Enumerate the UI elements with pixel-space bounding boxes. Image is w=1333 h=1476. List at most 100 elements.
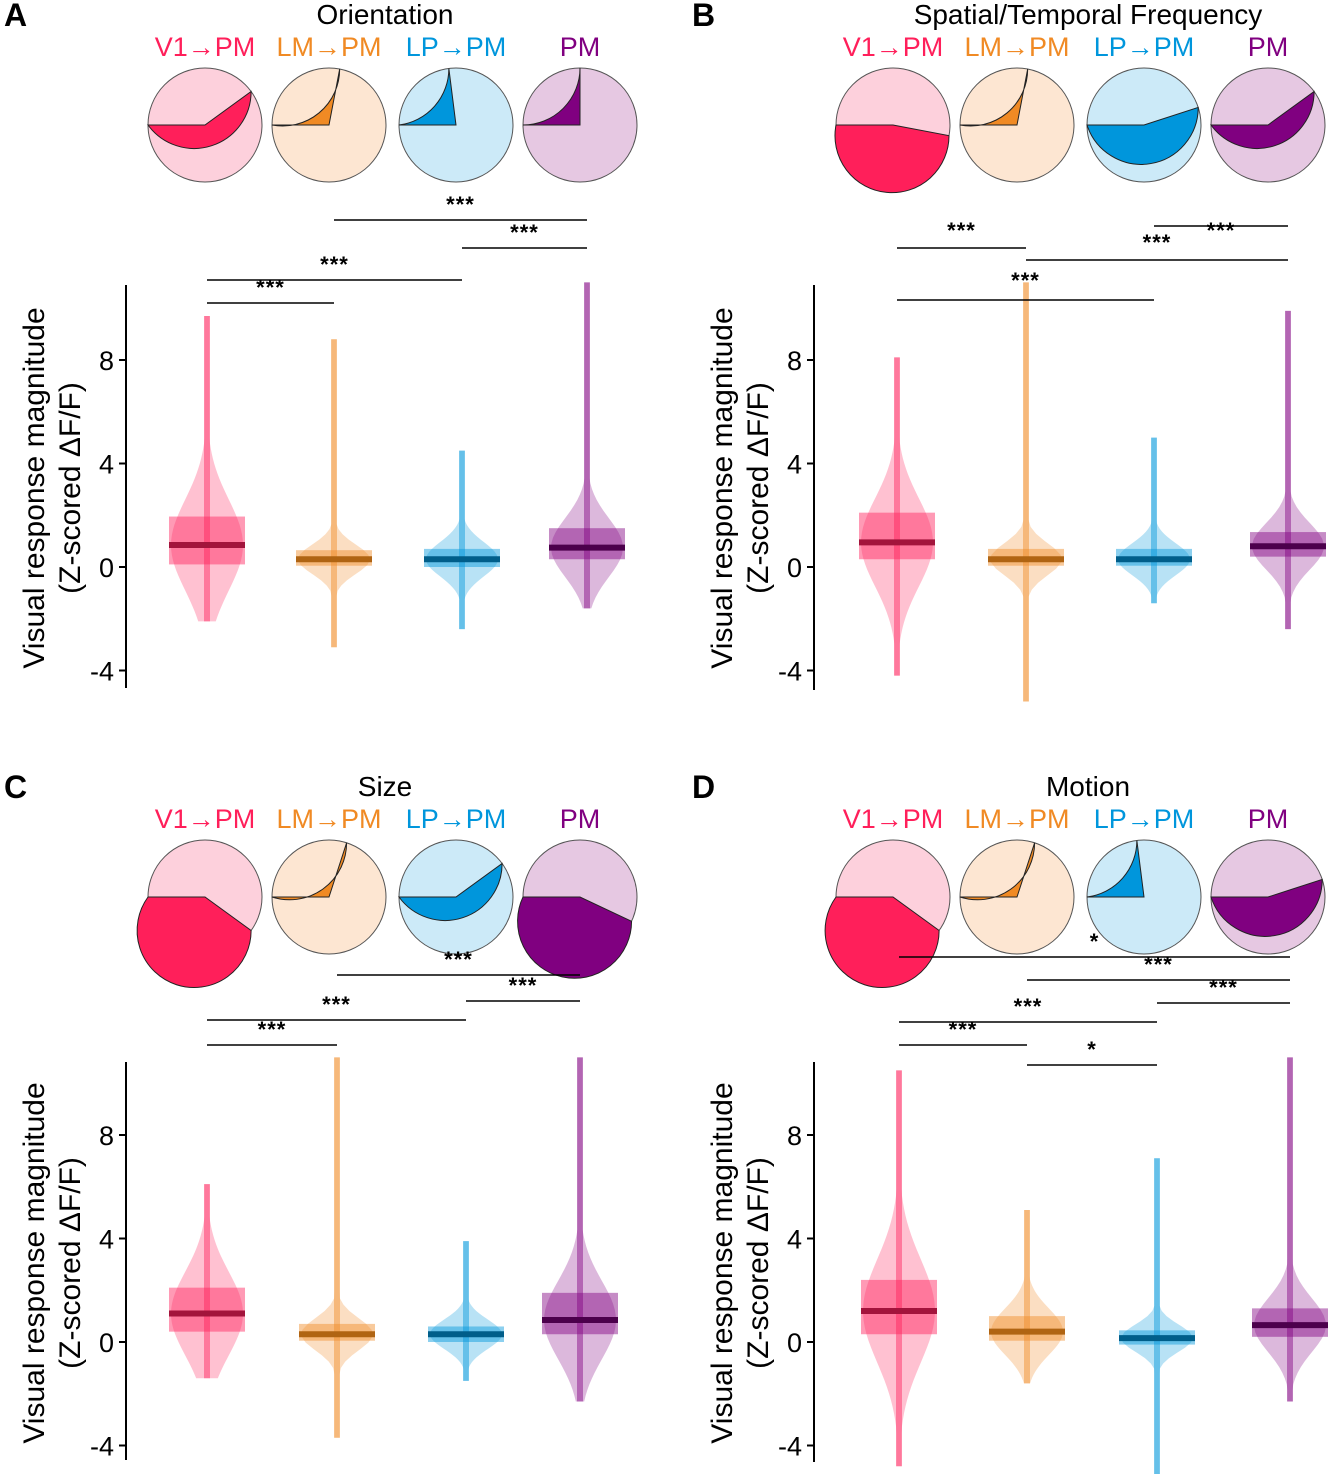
y-tick-label: 4 xyxy=(99,450,114,480)
pie-slice xyxy=(1210,878,1323,937)
group-label: LM→PM xyxy=(276,804,381,834)
significance-label: *** xyxy=(1144,952,1173,977)
group-label: V1→PM xyxy=(155,804,256,834)
group-label: PM xyxy=(560,804,601,834)
violin-body xyxy=(426,450,498,630)
group-label: V1→PM xyxy=(843,804,944,834)
violin-body xyxy=(863,1070,935,1467)
y-axis-label: Visual response magnitude xyxy=(18,1082,51,1443)
y-tick-label: -4 xyxy=(778,657,802,687)
pie-slice xyxy=(271,68,341,127)
panel-letter: C xyxy=(4,769,27,805)
significance-label: *** xyxy=(1143,230,1172,255)
y-axis-label-units: (Z-scored ΔF/F) xyxy=(54,382,87,594)
group-label: PM xyxy=(560,32,601,62)
y-axis-label-units: (Z-scored ΔF/F) xyxy=(54,1157,87,1369)
significance-label: *** xyxy=(509,973,538,998)
pie-slice xyxy=(517,896,633,979)
panel-c: C Size V1→PM LM→PM LP→PM PM 8 4 0 -4 Visual respon… xyxy=(4,769,638,1462)
panel-letter: A xyxy=(4,0,27,33)
panel-title: Orientation xyxy=(317,0,454,30)
pie-slice xyxy=(959,68,1029,127)
iqr-box xyxy=(169,1287,245,1332)
y-tick-label: 8 xyxy=(99,1121,114,1151)
violin-body xyxy=(298,339,370,648)
violin-body xyxy=(551,282,623,609)
violin-body xyxy=(301,1057,373,1438)
pie-slice xyxy=(136,896,252,988)
significance-label: *** xyxy=(947,218,976,243)
violin-body xyxy=(990,282,1062,702)
panel-title: Motion xyxy=(1046,771,1130,802)
y-tick-label: 8 xyxy=(99,346,114,376)
pie-slice xyxy=(398,68,457,126)
panel-a: A Orientation V1→PM LM→PM LP→PM PM 8 4 0 -4 Visual… xyxy=(4,0,638,688)
significance-label: *** xyxy=(320,252,349,277)
significance-label: *** xyxy=(322,992,351,1017)
y-tick-label: 4 xyxy=(787,450,802,480)
group-label: V1→PM xyxy=(843,32,944,62)
pie-slice xyxy=(959,842,1036,901)
group-label: LM→PM xyxy=(964,804,1069,834)
iqr-box xyxy=(989,1316,1065,1341)
group-label: LP→PM xyxy=(406,32,507,62)
y-axis-label: Visual response magnitude xyxy=(706,1082,739,1443)
panel-title: Size xyxy=(358,771,412,802)
violin-body xyxy=(544,1057,616,1402)
violin-body xyxy=(1121,1158,1193,1474)
group-label: LP→PM xyxy=(1094,32,1195,62)
group-label: LM→PM xyxy=(964,32,1069,62)
violin-body xyxy=(861,357,933,676)
significance-label: *** xyxy=(446,192,475,217)
group-label: PM xyxy=(1248,32,1289,62)
group-label: LP→PM xyxy=(406,804,507,834)
pie-slice xyxy=(1086,840,1145,898)
pie-slice xyxy=(1210,90,1315,149)
significance-label: *** xyxy=(256,275,285,300)
pie-slice xyxy=(147,90,252,149)
y-tick-label: 4 xyxy=(787,1225,802,1255)
significance-label: *** xyxy=(258,1017,287,1042)
panel-letter: D xyxy=(692,769,715,805)
iqr-box xyxy=(859,512,935,560)
violin-body xyxy=(1252,310,1324,630)
violin-body xyxy=(991,1210,1063,1384)
significance-label: * xyxy=(1090,929,1100,954)
significance-label: *** xyxy=(510,220,539,245)
y-axis-label: Visual response magnitude xyxy=(706,307,739,668)
y-tick-label: -4 xyxy=(778,1432,802,1462)
panel-letter: B xyxy=(692,0,715,33)
significance-label: *** xyxy=(1207,218,1236,243)
violin-body xyxy=(1254,1057,1326,1402)
group-label: V1→PM xyxy=(155,32,256,62)
significance-label: *** xyxy=(949,1017,978,1042)
panel-title: Spatial/Temporal Frequency xyxy=(914,0,1263,30)
iqr-box xyxy=(542,1292,618,1335)
pie-slice xyxy=(398,862,503,921)
pie-slice xyxy=(1086,106,1199,165)
y-tick-label: 8 xyxy=(787,1121,802,1151)
y-tick-label: 8 xyxy=(787,346,802,376)
pie-slice xyxy=(271,842,348,901)
panel-d: D Motion V1→PM LM→PM LP→PM PM 8 4 0 -4 Visual resp… xyxy=(692,769,1328,1474)
significance-label: *** xyxy=(1011,268,1040,293)
y-tick-label: -4 xyxy=(90,657,114,687)
group-label: LP→PM xyxy=(1094,804,1195,834)
group-label: PM xyxy=(1248,804,1289,834)
iqr-box xyxy=(549,528,625,560)
significance-label: *** xyxy=(1209,975,1238,1000)
y-tick-label: 4 xyxy=(99,1225,114,1255)
iqr-box xyxy=(861,1279,937,1335)
y-axis-label-units: (Z-scored ΔF/F) xyxy=(742,382,775,594)
significance-label: *** xyxy=(1014,994,1043,1019)
y-tick-label: -4 xyxy=(90,1432,114,1462)
y-axis-label-units: (Z-scored ΔF/F) xyxy=(742,1157,775,1369)
y-tick-label: 0 xyxy=(99,1328,114,1358)
pie-slice xyxy=(522,67,581,126)
pie-slice xyxy=(834,124,950,194)
significance-label: *** xyxy=(444,947,473,972)
group-label: LM→PM xyxy=(276,32,381,62)
significance-label: * xyxy=(1087,1037,1097,1062)
